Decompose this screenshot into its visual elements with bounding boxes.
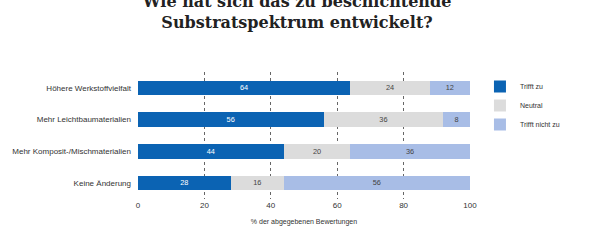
svg-text:Mehr Leichtbaumaterialien: Mehr Leichtbaumaterialien	[37, 115, 131, 124]
svg-text:64: 64	[240, 83, 248, 92]
svg-text:20: 20	[313, 147, 321, 156]
svg-text:20: 20	[200, 201, 209, 210]
svg-text:12: 12	[446, 83, 454, 92]
svg-text:100: 100	[463, 201, 477, 210]
svg-text:Neutral: Neutral	[520, 102, 543, 109]
svg-text:16: 16	[253, 178, 261, 187]
svg-text:60: 60	[333, 201, 342, 210]
svg-text:% der abgegebenen Bewertungen: % der abgegebenen Bewertungen	[251, 218, 357, 226]
svg-text:Wie hat sich das zu beschichte: Wie hat sich das zu beschichtendeSubstra…	[142, 0, 452, 32]
svg-text:28: 28	[180, 178, 188, 187]
svg-text:56: 56	[227, 115, 235, 124]
svg-text:Höhere Werkstoffvielfalt: Höhere Werkstoffvielfalt	[46, 84, 131, 93]
svg-text:Trifft zu: Trifft zu	[520, 83, 543, 90]
svg-text:Mehr Komposit-/Mischmaterialie: Mehr Komposit-/Mischmaterialien	[12, 147, 131, 156]
svg-text:40: 40	[266, 201, 275, 210]
svg-text:56: 56	[373, 178, 381, 187]
svg-text:80: 80	[399, 201, 408, 210]
svg-text:36: 36	[379, 115, 387, 124]
svg-text:0: 0	[136, 201, 141, 210]
svg-text:8: 8	[454, 115, 458, 124]
svg-text:44: 44	[207, 147, 215, 156]
svg-text:Trifft nicht zu: Trifft nicht zu	[520, 121, 560, 128]
svg-text:36: 36	[406, 147, 414, 156]
svg-text:24: 24	[386, 83, 394, 92]
svg-text:Keine Änderung: Keine Änderung	[74, 179, 131, 188]
